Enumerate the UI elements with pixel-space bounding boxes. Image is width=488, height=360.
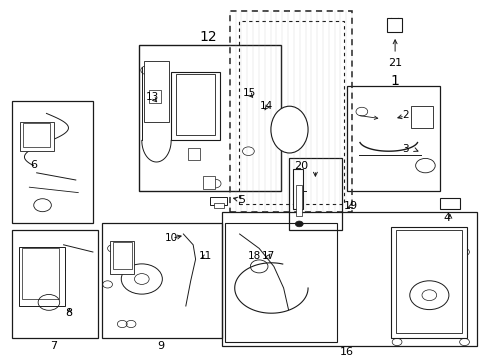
FancyArrowPatch shape (359, 116, 377, 120)
Text: 12: 12 (199, 30, 216, 44)
Bar (229, 11, 351, 212)
Bar (139, 45, 281, 191)
Text: 15: 15 (242, 88, 256, 98)
Text: 11: 11 (198, 251, 212, 261)
Text: 1: 1 (390, 74, 399, 88)
Text: 7: 7 (50, 341, 57, 351)
Bar (224, 223, 337, 342)
Text: 3: 3 (402, 144, 408, 154)
Bar (188, 148, 200, 160)
Text: 13: 13 (145, 92, 159, 102)
Text: 21: 21 (387, 58, 401, 68)
Bar (439, 198, 459, 209)
Text: 9: 9 (157, 341, 163, 351)
Text: 8: 8 (65, 308, 72, 318)
Bar (210, 197, 227, 205)
Bar (295, 185, 302, 216)
Bar (22, 248, 59, 299)
Bar (390, 227, 466, 338)
Text: 6: 6 (30, 160, 37, 170)
Text: 17: 17 (261, 251, 274, 261)
Ellipse shape (270, 106, 307, 153)
Bar (238, 21, 344, 204)
Bar (113, 242, 132, 269)
Circle shape (295, 221, 303, 227)
Text: 10: 10 (164, 233, 177, 243)
Bar (176, 74, 215, 135)
Text: 16: 16 (340, 347, 353, 357)
Bar (144, 61, 168, 122)
Bar (395, 230, 461, 333)
Bar (346, 86, 439, 191)
Bar (288, 158, 342, 230)
Bar (20, 122, 54, 151)
Bar (171, 72, 220, 140)
Text: 18: 18 (247, 251, 261, 261)
Bar (19, 247, 65, 306)
Text: 2: 2 (402, 110, 408, 120)
Text: 5: 5 (238, 195, 245, 205)
Bar (23, 123, 50, 147)
Bar (102, 223, 221, 338)
Bar (386, 18, 401, 32)
Bar (12, 101, 93, 223)
Bar (149, 90, 161, 103)
Bar (12, 230, 98, 338)
Bar (203, 176, 215, 189)
Bar (213, 203, 224, 208)
Bar (222, 212, 476, 346)
Bar (293, 169, 303, 209)
Text: 20: 20 (293, 161, 307, 171)
Text: 4: 4 (443, 213, 450, 223)
Text: 14: 14 (259, 101, 273, 111)
Bar (110, 241, 134, 274)
Bar (410, 106, 432, 128)
Text: 19: 19 (344, 201, 357, 211)
